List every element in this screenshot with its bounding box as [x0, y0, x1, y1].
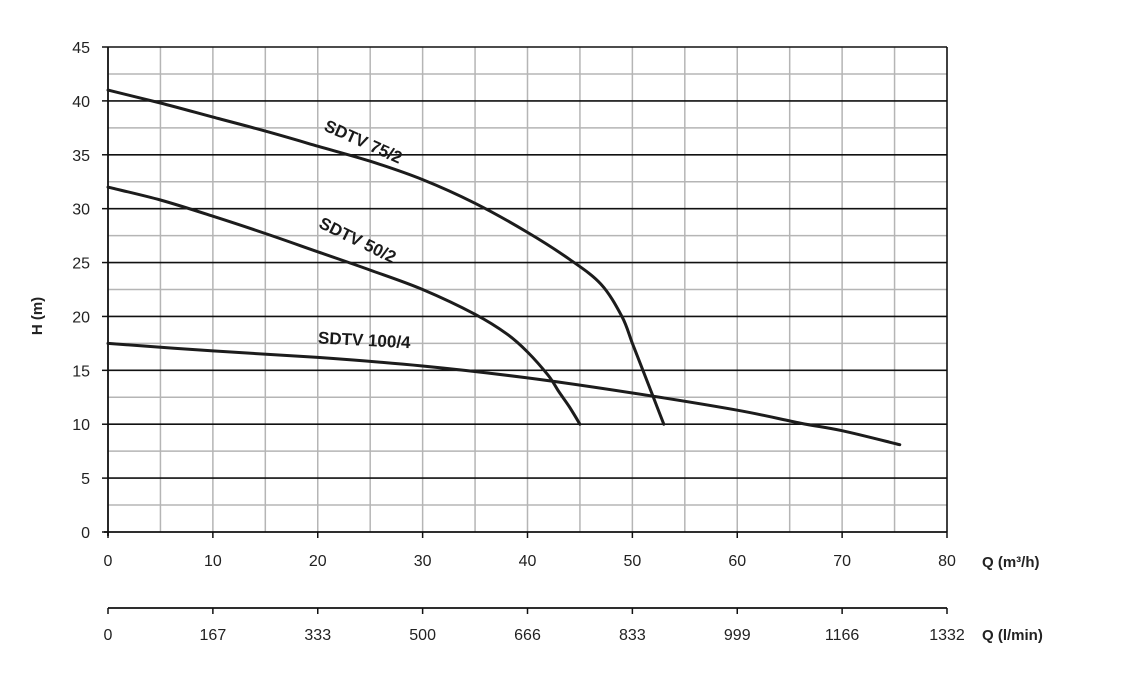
curve-series	[106, 185, 582, 426]
x2-tick-label: 0	[104, 627, 113, 644]
curve-series	[106, 341, 902, 447]
x-tick-label: 20	[309, 553, 327, 570]
x2-tick-label: 167	[200, 627, 227, 644]
x2-tick-label: 333	[304, 627, 331, 644]
x2-tick-label: 1166	[825, 627, 860, 644]
y-tick-label: 25	[72, 256, 90, 273]
x-tick-label: 80	[938, 553, 956, 570]
y-tick-label: 45	[72, 40, 90, 57]
x2-tick-label: 999	[724, 627, 751, 644]
x-tick-label: 50	[623, 553, 641, 570]
series-label: SDTV 100/4	[318, 328, 412, 352]
y-tick-label: 5	[81, 471, 90, 488]
x-tick-label: 40	[519, 553, 537, 570]
x-tick-label: 70	[833, 553, 851, 570]
axes	[102, 46, 948, 538]
minor-gridlines	[108, 47, 947, 532]
x-tick-label: 0	[104, 553, 113, 570]
x-axis-secondary-title: Q (l/min)	[982, 627, 1043, 644]
x2-tick-label: 1332	[929, 627, 965, 644]
x-tick-label: 60	[728, 553, 746, 570]
series-curves	[106, 88, 902, 447]
x-tick-label: 30	[414, 553, 432, 570]
secondary-x-axis: 0 167 333 500 666 833 999 1166 1332	[104, 607, 965, 644]
series-label: SDTV 50/2	[316, 214, 399, 268]
y-axis-title: H (m)	[29, 297, 46, 335]
x-axis-title: Q (m³/h)	[982, 554, 1040, 571]
x2-tick-label: 666	[514, 627, 541, 644]
y-tick-labels: 0 5 10 15 20 25 30 35 40 45	[72, 40, 90, 542]
x2-tick-label: 833	[619, 627, 646, 644]
curve-series	[106, 88, 666, 426]
y-tick-label: 20	[72, 309, 90, 326]
y-tick-label: 40	[72, 94, 90, 111]
major-gridlines	[108, 46, 947, 479]
y-tick-label: 15	[72, 363, 90, 380]
x2-tick-label: 500	[409, 627, 436, 644]
y-tick-label: 35	[72, 148, 90, 165]
y-tick-label: 30	[72, 202, 90, 219]
y-tick-label: 10	[72, 417, 90, 434]
x-tick-labels: 0 10 20 30 40 50 60 70 80	[104, 553, 956, 570]
x-tick-label: 10	[204, 553, 222, 570]
y-tick-label: 0	[81, 525, 90, 542]
